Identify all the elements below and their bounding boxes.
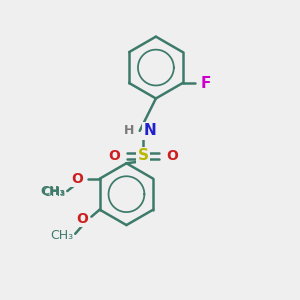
Text: CH₃: CH₃ [42, 186, 65, 199]
Text: S: S [138, 148, 149, 164]
Text: CH₃: CH₃ [41, 185, 66, 198]
Text: O: O [109, 149, 121, 163]
Text: O: O [76, 212, 88, 226]
Text: O: O [72, 172, 83, 186]
Text: H: H [124, 124, 134, 137]
Text: CH₃: CH₃ [50, 229, 73, 242]
Text: N: N [143, 123, 156, 138]
Text: O: O [166, 149, 178, 163]
Text: F: F [200, 76, 211, 91]
